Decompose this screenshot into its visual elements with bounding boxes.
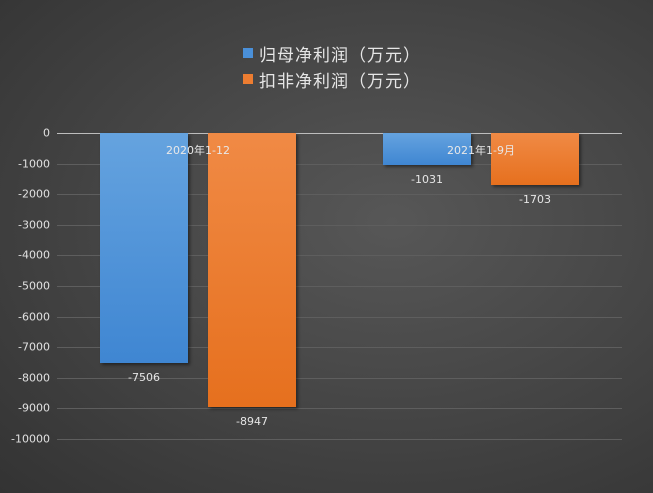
y-tick-label: -7000	[18, 340, 50, 354]
legend-item-parent-net-profit: 归母净利润（万元）	[243, 40, 421, 66]
data-label: -1031	[411, 172, 443, 186]
bar-blue	[383, 133, 471, 165]
gridline	[57, 133, 622, 134]
gridline	[57, 194, 622, 196]
legend-label: 扣非净利润（万元）	[259, 71, 421, 92]
legend-swatch-orange	[243, 74, 253, 84]
y-tick-label: 0	[43, 126, 50, 140]
category-label: 2020年1-12	[166, 144, 230, 157]
legend-label: 归母净利润（万元）	[259, 45, 421, 66]
y-tick-label: -4000	[18, 248, 50, 262]
gridline	[57, 347, 622, 349]
gridline	[57, 377, 622, 379]
gridline	[57, 439, 622, 440]
gridline	[57, 255, 622, 257]
gridline	[57, 316, 622, 318]
y-tick-label: -10000	[11, 432, 50, 446]
chart-legend: 归母净利润（万元） 扣非净利润（万元）	[243, 40, 421, 92]
y-tick-label: -8000	[18, 371, 50, 385]
gridline	[57, 408, 622, 410]
legend-item-deducted-net-profit: 扣非净利润（万元）	[243, 66, 421, 92]
y-tick-label: -5000	[18, 279, 50, 293]
gridline	[57, 163, 622, 165]
data-label: -1703	[519, 193, 551, 207]
gridline	[57, 286, 622, 287]
category-label: 2021年1-9月	[447, 144, 515, 157]
legend-swatch-blue	[243, 48, 253, 58]
bar-blue	[100, 133, 188, 363]
gridline	[57, 224, 622, 226]
bar-orange	[208, 133, 296, 407]
y-tick-label: -9000	[18, 401, 50, 415]
data-label: -7506	[128, 370, 160, 384]
y-tick-label: -1000	[18, 157, 50, 171]
y-tick-label: -6000	[18, 310, 50, 324]
y-tick-label: -2000	[18, 187, 50, 201]
y-tick-label: -3000	[18, 218, 50, 232]
bar-orange	[491, 133, 579, 186]
data-label: -8947	[236, 414, 268, 428]
